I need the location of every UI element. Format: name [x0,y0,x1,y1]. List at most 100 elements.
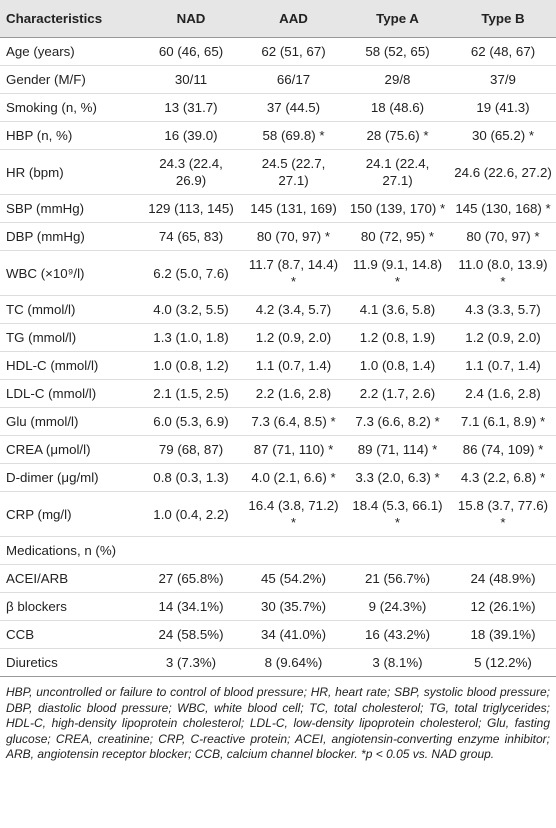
data-table: Characteristics NAD AAD Type A Type B Age (y… [0,0,556,677]
cell: 11.9 (9.1, 14.8) * [345,250,450,296]
table-row: HR (bpm) 24.3 (22.4, 26.9) 24.5 (22.7, 27.… [0,149,556,195]
table-row: Age (years) 60 (46, 65) 62 (51, 67) 58 (52,… [0,37,556,66]
cell: 7.3 (6.4, 8.5) * [242,407,345,436]
row-label: HR (bpm) [0,149,140,195]
table-row: WBC (×10⁹/l) 6.2 (5.0, 7.6) 11.7 (8.7, 14.… [0,250,556,296]
table-row: TC (mmol/l) 4.0 (3.2, 5.5) 4.2 (3.4, 5.7) 4… [0,295,556,324]
cell: 4.0 (2.1, 6.6) * [242,463,345,492]
table-row: Medications, n (%) [0,536,556,565]
cell: 66/17 [242,65,345,94]
cell: 18.4 (5.3, 66.1) * [345,491,450,537]
row-label: D-dimer (μg/ml) [0,463,140,492]
cell: 58 (52, 65) [345,37,450,66]
header-row: Characteristics NAD AAD Type A Type B [0,0,556,38]
row-label: CCB [0,620,140,649]
row-label: CREA (μmol/l) [0,435,140,464]
row-label: SBP (mmHg) [0,194,140,223]
row-label: Gender (M/F) [0,65,140,94]
cell: 37 (44.5) [242,93,345,122]
cell: 45 (54.2%) [242,564,345,593]
cell: 74 (65, 83) [140,222,242,251]
cell: 0.8 (0.3, 1.3) [140,463,242,492]
cell: 1.2 (0.9, 2.0) [242,323,345,352]
cell: 80 (70, 97) * [450,222,556,251]
cell: 13 (31.7) [140,93,242,122]
column-header: Type A [345,0,450,38]
cell: 30 (65.2) * [450,121,556,150]
table-row: Gender (M/F) 30/11 66/17 29/8 37/9 [0,65,556,94]
row-label: Smoking (n, %) [0,93,140,122]
cell: 12 (26.1%) [450,592,556,621]
table-row: CRP (mg/l) 1.0 (0.4, 2.2) 16.4 (3.8, 71.2)… [0,491,556,537]
cell: 129 (113, 145) [140,194,242,223]
cell: 16.4 (3.8, 71.2) * [242,491,345,537]
cell: 80 (70, 97) * [242,222,345,251]
cell: 87 (71, 110) * [242,435,345,464]
cell: 89 (71, 114) * [345,435,450,464]
cell: 8 (9.64%) [242,648,345,677]
cell: 1.0 (0.8, 1.2) [140,351,242,380]
cell: 37/9 [450,65,556,94]
cell: 7.3 (6.6, 8.2) * [345,407,450,436]
cell: 1.1 (0.7, 1.4) [242,351,345,380]
cell: 1.0 (0.4, 2.2) [140,491,242,537]
cell: 2.4 (1.6, 2.8) [450,379,556,408]
cell: 145 (131, 169) [242,194,345,223]
cell: 30/11 [140,65,242,94]
cell: 5 (12.2%) [450,648,556,677]
cell: 62 (48, 67) [450,37,556,66]
cell: 28 (75.6) * [345,121,450,150]
row-label: Age (years) [0,37,140,66]
cell: 4.3 (2.2, 6.8) * [450,463,556,492]
cell: 21 (56.7%) [345,564,450,593]
row-label: CRP (mg/l) [0,491,140,537]
cell: 9 (24.3%) [345,592,450,621]
table-row: β blockers 14 (34.1%) 30 (35.7%) 9 (24.3%) 1… [0,592,556,621]
cell: 27 (65.8%) [140,564,242,593]
table-row: TG (mmol/l) 1.3 (1.0, 1.8) 1.2 (0.9, 2.0) 1… [0,323,556,352]
row-label: HBP (n, %) [0,121,140,150]
row-label: WBC (×10⁹/l) [0,250,140,296]
cell: 2.2 (1.7, 2.6) [345,379,450,408]
table-row: DBP (mmHg) 74 (65, 83) 80 (70, 97) * 80 (72… [0,222,556,251]
cell: 79 (68, 87) [140,435,242,464]
table-row: HBP (n, %) 16 (39.0) 58 (69.8) * 28 (75.6) … [0,121,556,150]
cell: 86 (74, 109) * [450,435,556,464]
table-row: CREA (μmol/l) 79 (68, 87) 87 (71, 110) * 89… [0,435,556,464]
row-label: Glu (mmol/l) [0,407,140,436]
column-header: NAD [140,0,242,38]
cell: 2.2 (1.6, 2.8) [242,379,345,408]
column-header: AAD [242,0,345,38]
table-row: Glu (mmol/l) 6.0 (5.3, 6.9) 7.3 (6.4, 8.5)… [0,407,556,436]
row-label: Diuretics [0,648,140,677]
table-row: Smoking (n, %) 13 (31.7) 37 (44.5) 18 (48.6… [0,93,556,122]
cell: 58 (69.8) * [242,121,345,150]
table-row: LDL-C (mmol/l) 2.1 (1.5, 2.5) 2.2 (1.6, 2.… [0,379,556,408]
cell: 145 (130, 168) * [450,194,556,223]
row-label: ACEI/ARB [0,564,140,593]
cell: 24.6 (22.6, 27.2) [450,149,556,195]
column-header: Characteristics [0,0,140,38]
table-body: Age (years) 60 (46, 65) 62 (51, 67) 58 (52,… [0,37,556,677]
cell: 24 (58.5%) [140,620,242,649]
cell: 6.2 (5.0, 7.6) [140,250,242,296]
cell: 3 (7.3%) [140,648,242,677]
cell: 16 (43.2%) [345,620,450,649]
cell: 16 (39.0) [140,121,242,150]
cell: 24.5 (22.7, 27.1) [242,149,345,195]
cell: 11.7 (8.7, 14.4) * [242,250,345,296]
cell: 150 (139, 170) * [345,194,450,223]
row-label: Medications, n (%) [0,536,556,565]
cell: 1.2 (0.8, 1.9) [345,323,450,352]
table-row: HDL-C (mmol/l) 1.0 (0.8, 1.2) 1.1 (0.7, 1.… [0,351,556,380]
row-label: LDL-C (mmol/l) [0,379,140,408]
table-row: Diuretics 3 (7.3%) 8 (9.64%) 3 (8.1%) 5 (12.… [0,648,556,677]
cell: 18 (48.6) [345,93,450,122]
cell: 24 (48.9%) [450,564,556,593]
cell: 1.2 (0.9, 2.0) [450,323,556,352]
row-label: DBP (mmHg) [0,222,140,251]
cell: 3 (8.1%) [345,648,450,677]
cell: 18 (39.1%) [450,620,556,649]
table-row: ACEI/ARB 27 (65.8%) 45 (54.2%) 21 (56.7%) 24… [0,564,556,593]
cell: 6.0 (5.3, 6.9) [140,407,242,436]
